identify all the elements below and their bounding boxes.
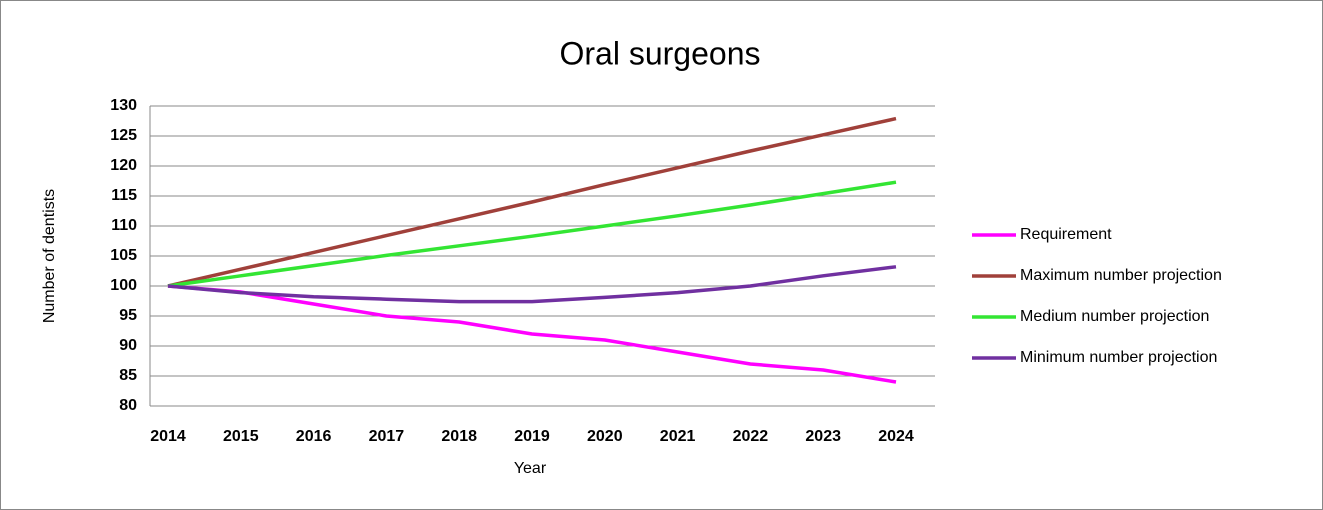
x-axis-label: Year — [514, 460, 547, 477]
x-tick-label: 2023 — [805, 428, 841, 445]
series-line — [167, 116, 897, 288]
y-tick-label: 85 — [119, 367, 137, 384]
y-tick-label: 90 — [119, 337, 137, 354]
y-tick-label: 115 — [111, 187, 137, 204]
legend-label: Requirement — [1020, 226, 1112, 243]
y-tick-label: 80 — [119, 397, 137, 414]
x-tick-label: 2018 — [441, 428, 477, 445]
y-axis-label: Number of dentists — [41, 189, 58, 323]
y-tick-label: 120 — [110, 157, 137, 174]
x-tick-label: 2024 — [878, 428, 914, 445]
x-tick-label: 2017 — [369, 428, 405, 445]
x-tick-label: 2020 — [587, 428, 623, 445]
series-line — [167, 284, 897, 384]
series-line — [167, 265, 897, 304]
y-tick-label: 105 — [110, 247, 137, 264]
y-tick-label: 95 — [119, 307, 137, 324]
x-tick-label: 2019 — [514, 428, 550, 445]
y-tick-label: 110 — [111, 217, 137, 234]
series-line — [167, 180, 897, 288]
x-tick-label: 2016 — [296, 428, 332, 445]
y-tick-label: 100 — [110, 277, 137, 294]
x-tick-label: 2014 — [150, 428, 186, 445]
x-tick-label: 2015 — [223, 428, 259, 445]
legend-label: Medium number projection — [1020, 308, 1209, 325]
legend-label: Maximum number projection — [1020, 267, 1222, 284]
y-tick-label: 125 — [110, 127, 137, 144]
x-tick-label: 2022 — [733, 428, 769, 445]
legend-label: Minimum number projection — [1020, 349, 1217, 366]
y-tick-label: 130 — [110, 97, 137, 114]
x-tick-label: 2021 — [660, 428, 696, 445]
chart-title: Oral surgeons — [560, 35, 761, 71]
